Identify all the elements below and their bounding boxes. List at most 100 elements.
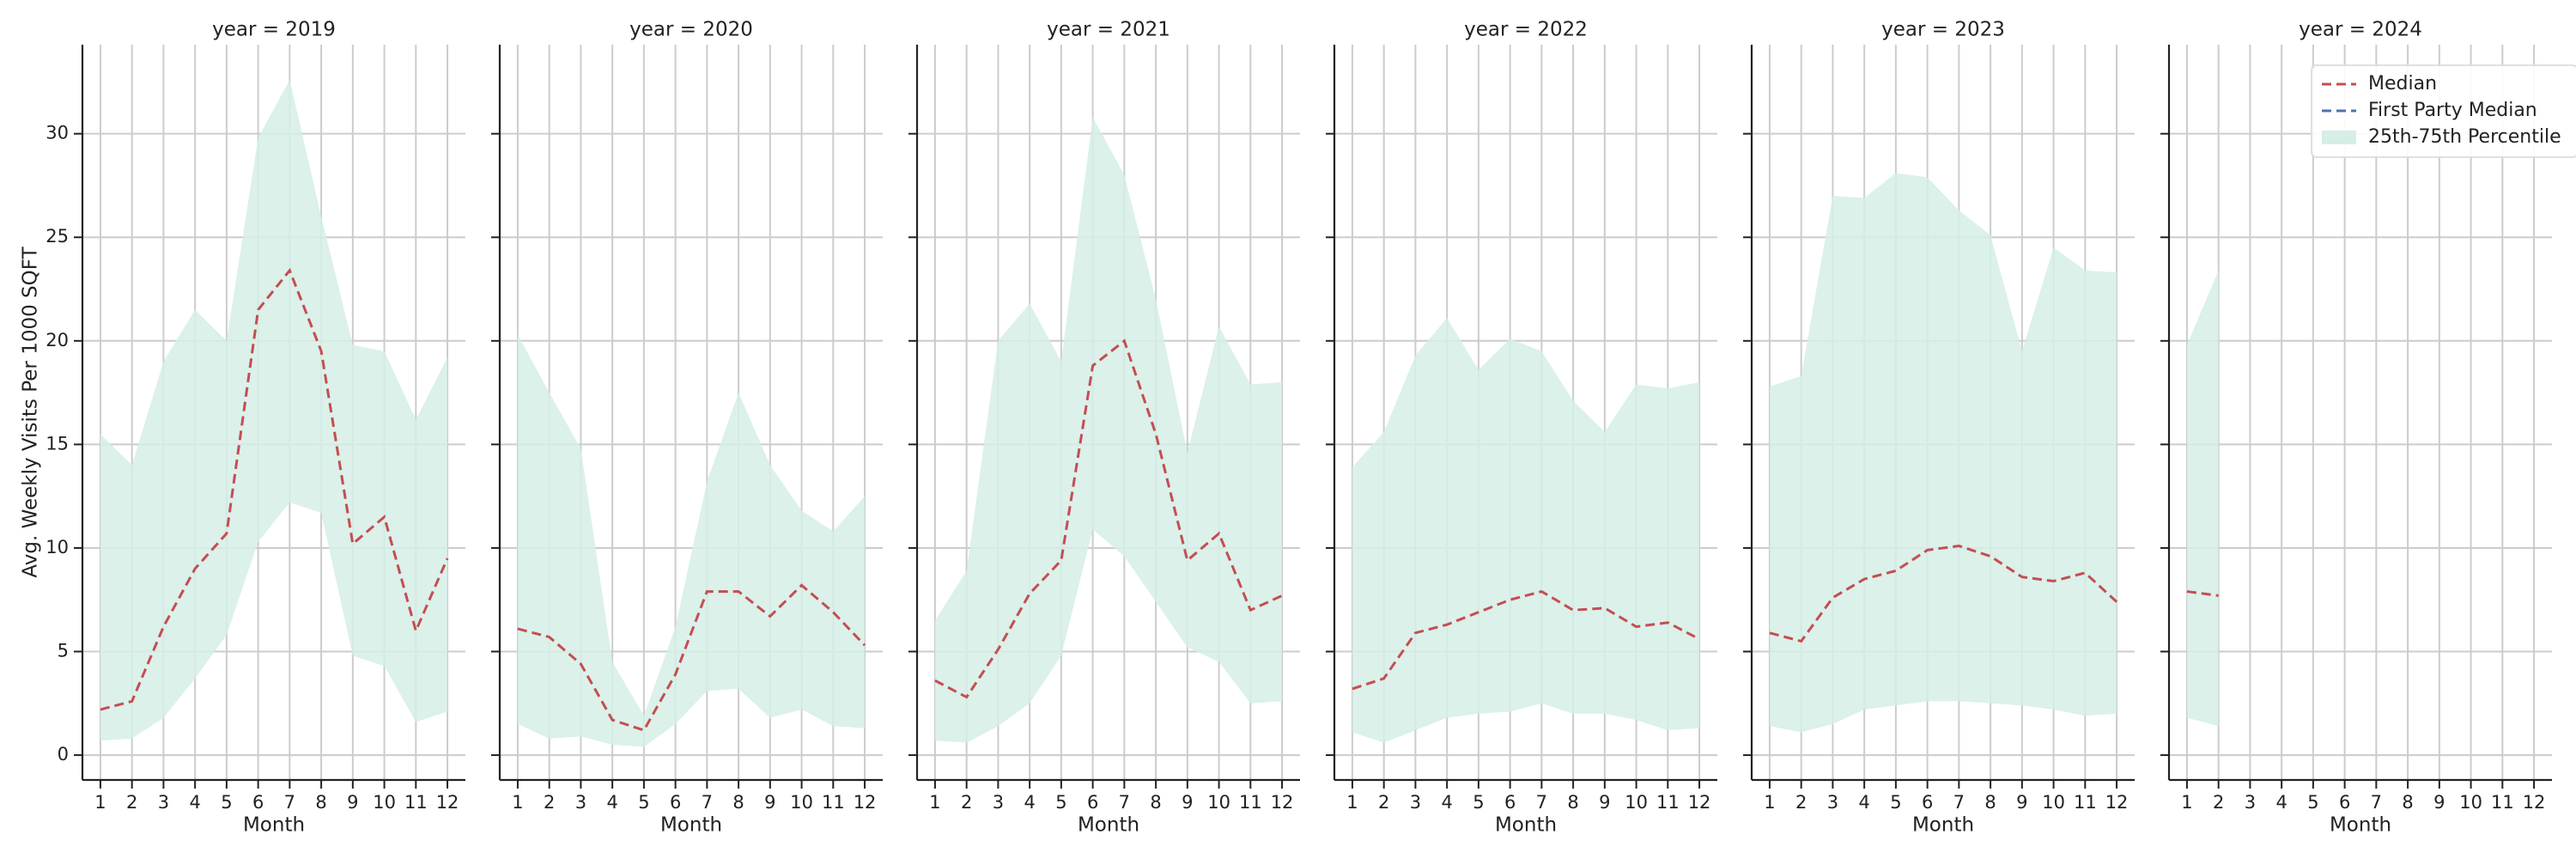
percentile-band (1352, 318, 1700, 743)
x-tick-label: 4 (1858, 792, 1869, 813)
x-tick-label: 8 (1567, 792, 1578, 813)
x-tick-label: 3 (1410, 792, 1421, 813)
x-tick-label: 7 (702, 792, 713, 813)
median-line (934, 338, 1283, 699)
x-tick-label: 5 (1055, 792, 1066, 813)
x-tick-label: 2 (961, 792, 972, 813)
x-tick-label: 2 (2213, 792, 2224, 813)
x-tick-label: 6 (1922, 792, 1933, 813)
y-tick-label: 5 (58, 641, 69, 661)
x-tick-label: 3 (1827, 792, 1838, 813)
x-tick-label: 4 (189, 792, 200, 813)
x-tick-label: 8 (1984, 792, 1996, 813)
panel-title: year = 2022 (1464, 19, 1588, 41)
x-tick-label: 10 (790, 792, 813, 813)
x-tick-label: 6 (1087, 792, 1098, 813)
x-tick-label: 11 (1239, 792, 1262, 813)
x-tick-label: 1 (2181, 792, 2192, 813)
legend-box (2311, 64, 2576, 158)
x-tick-label: 10 (2459, 792, 2482, 813)
legend-label: First Party Median (2368, 100, 2537, 121)
x-tick-label: 8 (315, 792, 326, 813)
x-tick-label: 1 (1764, 792, 1775, 813)
x-axis-label: Month (2330, 814, 2391, 837)
x-tick-label: 9 (347, 792, 358, 813)
median-line (1352, 589, 1700, 691)
x-tick-label: 5 (638, 792, 649, 813)
percentile-band (934, 117, 1283, 743)
x-tick-label: 1 (512, 792, 523, 813)
x-tick-label: 12 (2105, 792, 2129, 813)
x-tick-label: 8 (732, 792, 744, 813)
x-tick-label: 4 (606, 792, 617, 813)
x-tick-label: 5 (2307, 792, 2318, 813)
x-tick-label: 11 (1656, 792, 1680, 813)
x-tick-label: 9 (1182, 792, 1193, 813)
x-tick-label: 11 (2491, 792, 2514, 813)
x-tick-label: 6 (670, 792, 681, 813)
x-tick-label: 2 (544, 792, 555, 813)
x-tick-label: 10 (1207, 792, 1230, 813)
y-tick-label: 0 (58, 744, 69, 765)
x-tick-label: 12 (2523, 792, 2546, 813)
y-axis-label: Avg. Weekly Visits Per 1000 SQFT (20, 246, 42, 577)
x-tick-label: 12 (436, 792, 459, 813)
x-tick-label: 3 (993, 792, 1004, 813)
legend-label: Median (2368, 73, 2437, 94)
panel-title: year = 2020 (629, 19, 753, 41)
x-tick-label: 5 (1890, 792, 1901, 813)
x-tick-label: 9 (1599, 792, 1610, 813)
x-tick-label: 9 (764, 792, 775, 813)
x-axis-label: Month (1912, 814, 1974, 837)
panel-title: year = 2019 (212, 19, 336, 41)
y-tick-label: 25 (46, 226, 69, 247)
panel-title: year = 2024 (2299, 19, 2422, 41)
x-tick-label: 9 (2433, 792, 2445, 813)
x-tick-label: 10 (373, 792, 396, 813)
x-tick-label: 1 (94, 792, 106, 813)
x-tick-label: 1 (1346, 792, 1358, 813)
x-tick-label: 3 (158, 792, 169, 813)
x-tick-label: 10 (1625, 792, 1648, 813)
x-tick-label: 2 (126, 792, 137, 813)
x-tick-label: 7 (1119, 792, 1130, 813)
x-tick-label: 11 (404, 792, 428, 813)
median-line (517, 583, 866, 732)
x-tick-label: 2 (1378, 792, 1389, 813)
median-line (1769, 544, 2118, 643)
y-tick-label: 15 (46, 433, 69, 454)
x-tick-label: 6 (1504, 792, 1516, 813)
x-axis-label: Month (1495, 814, 1557, 837)
x-tick-label: 3 (2245, 792, 2256, 813)
x-tick-label: 7 (1953, 792, 1965, 813)
legend-patch (2322, 131, 2356, 144)
percentile-band (2186, 270, 2219, 727)
legend-label: 25th-75th Percentile (2368, 126, 2561, 148)
x-axis-label: Month (1078, 814, 1139, 837)
median-line (2186, 590, 2219, 597)
x-tick-label: 6 (252, 792, 264, 813)
x-tick-label: 5 (1473, 792, 1484, 813)
x-axis-label: Month (243, 814, 305, 837)
x-tick-label: 4 (1441, 792, 1452, 813)
panel-title: year = 2021 (1047, 19, 1170, 41)
x-tick-label: 7 (284, 792, 295, 813)
x-tick-label: 12 (1271, 792, 1294, 813)
x-tick-label: 5 (221, 792, 232, 813)
x-tick-label: 6 (2339, 792, 2350, 813)
x-tick-label: 2 (1795, 792, 1807, 813)
x-tick-label: 1 (929, 792, 940, 813)
x-tick-label: 8 (1150, 792, 1161, 813)
x-tick-label: 11 (822, 792, 845, 813)
x-tick-label: 12 (1688, 792, 1711, 813)
x-tick-label: 7 (2371, 792, 2382, 813)
y-tick-label: 20 (46, 330, 69, 350)
x-axis-label: Month (660, 814, 722, 837)
x-tick-label: 9 (2016, 792, 2027, 813)
percentile-band (517, 334, 866, 747)
y-tick-label: 30 (46, 123, 69, 143)
panel-title: year = 2023 (1881, 19, 2005, 41)
x-tick-label: 8 (2402, 792, 2413, 813)
